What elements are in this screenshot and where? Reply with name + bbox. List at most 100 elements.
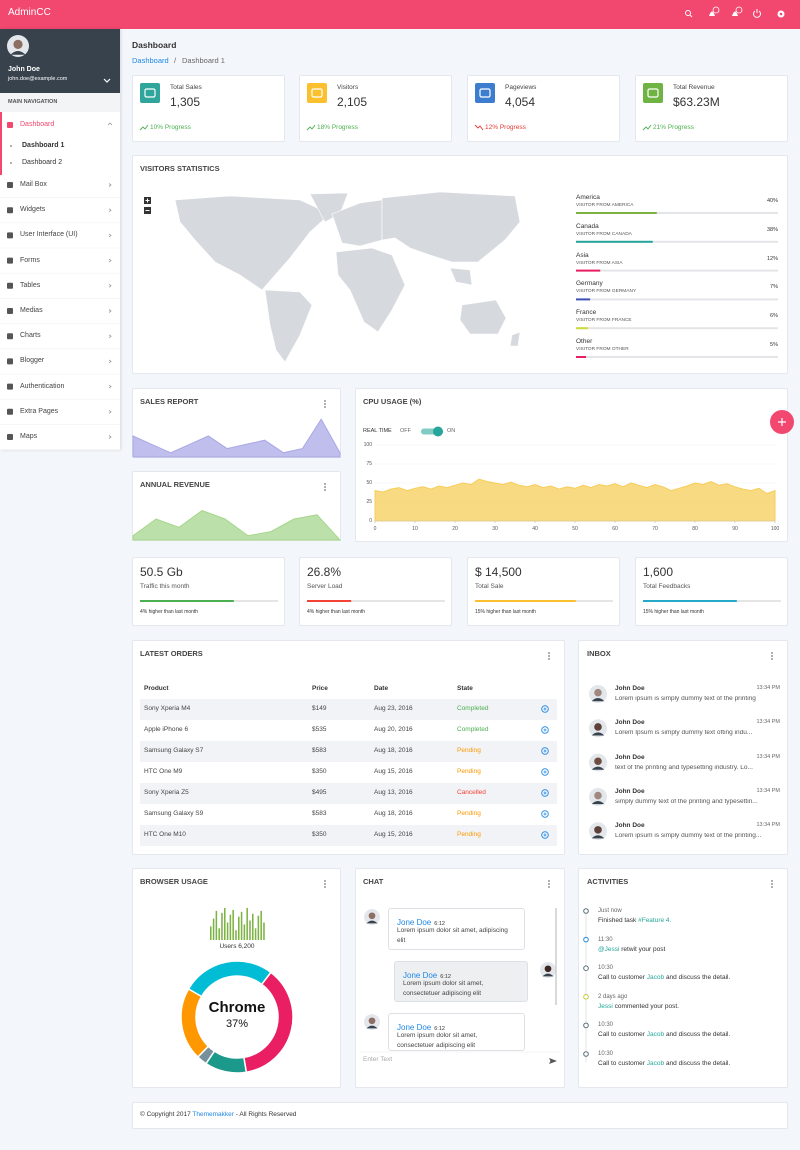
bar — [226, 922, 229, 940]
breadcrumb[interactable]: Dashboard — [132, 56, 169, 65]
menu-item[interactable]: Blogger — [20, 357, 45, 365]
menu-dots[interactable] — [324, 489, 326, 491]
menu-icon — [7, 122, 13, 128]
menu-dots[interactable] — [548, 886, 550, 888]
menu-dots[interactable] — [548, 883, 550, 885]
country-name: Canada — [576, 222, 599, 230]
area-chart — [132, 418, 341, 458]
progress-bar — [643, 600, 737, 602]
card-title: VISITORS STATISTICS — [140, 164, 220, 173]
row-action[interactable] — [541, 831, 549, 839]
toggle-knob[interactable] — [433, 426, 443, 437]
menu-icon — [7, 333, 13, 340]
activity-time: 10:30 — [598, 1051, 614, 1057]
map-zoom[interactable] — [144, 197, 151, 214]
footer-text-part: © Copyright 2017 — [140, 1111, 193, 1118]
row-action[interactable] — [541, 768, 549, 776]
table-cell: Samsung Galaxy S9 — [144, 810, 204, 817]
menu-dots[interactable] — [324, 880, 326, 882]
row-action[interactable] — [541, 705, 549, 713]
submenu-item[interactable]: Dashboard 2 — [22, 159, 63, 166]
menu-dots[interactable] — [324, 400, 326, 402]
message-preview: Lorem Ipsum is simply dummy text ofting … — [615, 730, 753, 737]
activity-text: Jessi commented your post. — [598, 1003, 679, 1011]
y-tick-label: 50 — [366, 479, 372, 486]
area-chart — [374, 478, 776, 522]
user-name: John Doe — [8, 66, 40, 73]
stat-progress: 10% Progress — [150, 124, 191, 131]
card-title: SALES REPORT — [140, 397, 199, 406]
avatar-body — [366, 1025, 378, 1029]
menu-arrow — [108, 258, 112, 263]
menu-item[interactable]: Charts — [20, 332, 41, 340]
bar — [212, 918, 215, 940]
table-cell: Pending — [457, 831, 481, 838]
donut-segment — [242, 971, 294, 1074]
bar — [246, 907, 248, 940]
row-action[interactable] — [541, 810, 549, 818]
chat-input[interactable]: Enter Text — [363, 1056, 393, 1063]
menu-dots[interactable] — [771, 883, 773, 885]
menu-arrow — [108, 409, 112, 414]
menu-dots[interactable] — [771, 658, 773, 660]
row-action[interactable] — [541, 747, 549, 755]
notify-icon[interactable] — [732, 11, 738, 17]
menu-dots[interactable] — [548, 880, 550, 882]
menu-item[interactable]: Tables — [20, 281, 41, 289]
stat-icon — [140, 83, 160, 103]
progress-bar — [576, 356, 587, 358]
table-cell: Aug 13, 2016 — [374, 789, 413, 796]
menu-dots[interactable] — [548, 655, 550, 657]
world-map — [174, 191, 521, 363]
submenu-item[interactable]: Dashboard 1 — [22, 142, 65, 149]
menu-dots[interactable] — [324, 483, 326, 485]
menu-dots[interactable] — [324, 883, 326, 885]
menu-arrow — [108, 233, 112, 238]
menu-arrow — [108, 283, 112, 288]
row-action[interactable] — [541, 726, 549, 734]
power-icon[interactable] — [753, 9, 761, 18]
menu-item[interactable]: Forms — [20, 256, 40, 264]
menu-item[interactable]: Authentication — [20, 382, 65, 390]
card-title: ANNUAL REVENUE — [140, 480, 210, 489]
menu-item[interactable]: Mail Box — [20, 181, 47, 188]
menu-dots[interactable] — [324, 403, 326, 405]
sender-name: John Doe — [615, 719, 645, 727]
menu-dots[interactable] — [771, 652, 773, 654]
summary-value: $ 14,500 — [475, 565, 522, 579]
row-action[interactable] — [541, 789, 549, 797]
country-subtitle: VISITOR FROM ASIA — [576, 260, 623, 266]
table-cell: Cancelled — [457, 789, 486, 796]
menu-dots[interactable] — [771, 880, 773, 882]
menu-dots[interactable] — [324, 406, 326, 408]
menu-dots[interactable] — [771, 655, 773, 657]
menu-dots[interactable] — [324, 486, 326, 488]
menu-dots[interactable] — [771, 886, 773, 888]
menu-dots[interactable] — [548, 652, 550, 654]
message-time: 13:34 PM — [756, 753, 780, 760]
avatar-head — [13, 39, 23, 49]
x-tick-label: 20 — [452, 526, 458, 532]
column-header: Date — [374, 685, 389, 692]
menu-item[interactable]: Extra Pages — [20, 407, 59, 415]
y-tick-label: 100 — [363, 441, 372, 448]
summary-label: Total Feedbacks — [643, 583, 691, 590]
send-button[interactable] — [549, 1058, 557, 1064]
menu-item[interactable]: User Interface (UI) — [20, 231, 78, 239]
country-subtitle: VISITOR FROM OTHER — [576, 347, 629, 352]
chat-name: Jone Doe — [403, 971, 438, 980]
menu-item[interactable]: Widgets — [20, 206, 46, 214]
notify-icon[interactable] — [709, 11, 715, 17]
menu-dots[interactable] — [548, 658, 550, 660]
menu-dots[interactable] — [324, 886, 326, 888]
bar — [218, 928, 220, 940]
menu-item[interactable]: Dashboard — [20, 121, 55, 128]
stat-progress: 12% Progress — [485, 124, 526, 131]
table-cell: Pending — [457, 747, 481, 754]
footer-text: © Copyright 2017 Thememakker - All Right… — [140, 1111, 296, 1119]
user-menu-toggle[interactable] — [103, 78, 111, 83]
menu-item[interactable]: Maps — [20, 433, 38, 440]
menu-item[interactable]: Medias — [20, 307, 43, 314]
search-icon[interactable] — [685, 10, 691, 16]
